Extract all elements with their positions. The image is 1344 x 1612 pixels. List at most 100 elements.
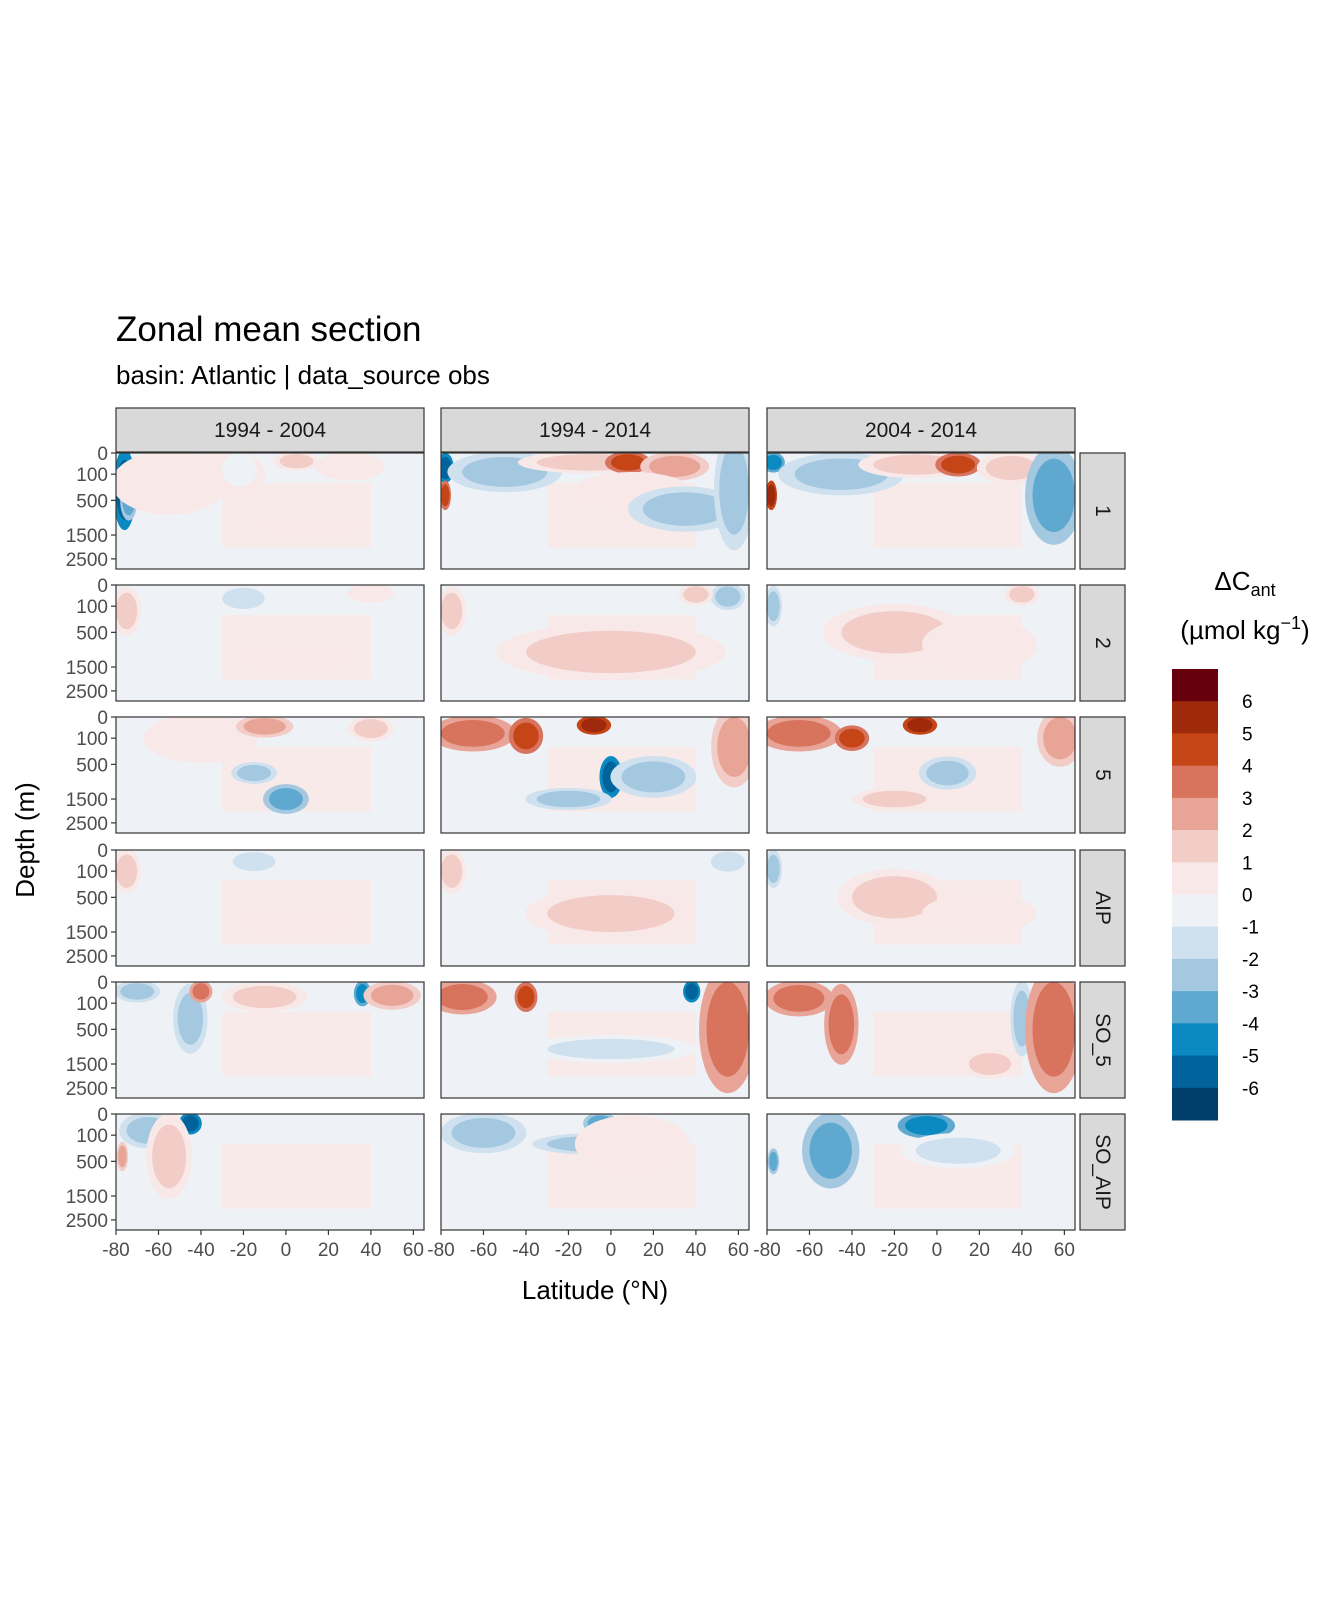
- legend-title-main: ΔC: [1214, 566, 1250, 596]
- column-strip-bg: [115, 407, 425, 453]
- y-tick-label: 0: [97, 444, 108, 465]
- facet-panel: [440, 452, 750, 570]
- row-strip-bg: [1079, 1113, 1126, 1231]
- anomaly-cell: [451, 1117, 516, 1148]
- anomaly-cell: [1032, 982, 1075, 1077]
- legend-unit-superscript: −1: [1281, 613, 1302, 633]
- anomaly-cell: [706, 982, 749, 1077]
- y-tick-label: 0: [97, 576, 108, 597]
- anomaly-cell: [232, 852, 276, 872]
- panel-fill: [441, 717, 749, 833]
- legend-swatch: [1172, 1087, 1218, 1121]
- anomaly-cell: [254, 914, 340, 933]
- anomaly-cell: [767, 484, 776, 507]
- legend-label: -6: [1242, 1079, 1259, 1100]
- panel-border: [115, 452, 425, 570]
- anomaly-cell: [767, 720, 831, 747]
- panel-border: [115, 584, 425, 702]
- y-tick-label: 500: [76, 1152, 108, 1173]
- anomaly-cell: [767, 591, 780, 622]
- anomaly-cell: [642, 492, 728, 526]
- panel-border: [766, 716, 1076, 834]
- row-strip: SO_AIP: [1079, 1113, 1126, 1231]
- row-strip-bg: [1079, 981, 1126, 1099]
- color-legend: ΔCant (µmol kg−1) 6 5 4 3 2 1 0 -1 -2 -3 -4 -5 -6: [1172, 566, 1310, 1121]
- anomaly-cell: [621, 761, 686, 793]
- x-tick-label: -20: [230, 1240, 257, 1261]
- panel-fill: [767, 1114, 1075, 1230]
- anomaly-cell: [264, 521, 350, 531]
- legend-swatch: [1172, 926, 1218, 960]
- panel-border: [440, 584, 750, 702]
- anomaly-cell: [717, 717, 749, 777]
- anomaly-cell: [536, 790, 601, 808]
- column-strip-label: 1994 - 2014: [539, 419, 651, 442]
- panel-fill: [441, 585, 749, 701]
- anomaly-cell: [589, 1122, 675, 1166]
- anomaly-cell: [851, 876, 937, 919]
- panel-border: [766, 981, 1076, 1099]
- legend-swatch: [1172, 1055, 1218, 1089]
- row-strip-label: SO_AIP: [1091, 1134, 1114, 1210]
- column-strip-bg: [440, 407, 750, 453]
- x-tick-label: 0: [606, 1240, 617, 1261]
- panel-fill: [116, 982, 424, 1098]
- anomaly-cell: [279, 454, 314, 469]
- y-tick-label: 2500: [66, 1079, 108, 1100]
- anomaly-cell: [719, 453, 749, 535]
- panel-fill: [116, 850, 424, 966]
- x-tick-label: 60: [728, 1240, 749, 1261]
- facet-panel: [440, 716, 750, 834]
- column-strip: 1994 - 2004: [115, 407, 425, 453]
- row-strip-bg: [1079, 452, 1126, 570]
- anomaly-cell: [324, 455, 376, 477]
- anomaly-cell: [907, 718, 933, 733]
- anomaly-cell: [513, 722, 539, 750]
- legend-unit-close: ): [1301, 615, 1310, 645]
- panel-border: [115, 716, 425, 834]
- anomaly-cell: [441, 854, 463, 888]
- panel-border: [766, 452, 1076, 570]
- legend-label: 1: [1242, 853, 1253, 874]
- anomaly-cell: [353, 586, 388, 601]
- panel-fill: [116, 453, 424, 569]
- anomaly-cell: [685, 983, 699, 1000]
- anomaly-cell: [441, 984, 488, 1010]
- legend-title: ΔCant: [1214, 566, 1275, 600]
- legend-swatch: [1172, 669, 1218, 702]
- anomaly-cell: [839, 728, 865, 748]
- legend-label: 5: [1242, 724, 1253, 745]
- y-tick-label: 2500: [66, 947, 108, 968]
- legend-label: -3: [1242, 982, 1259, 1003]
- anomaly-cell: [192, 983, 210, 1000]
- x-axis-title: Latitude (°N): [522, 1275, 668, 1305]
- y-tick-label: 1500: [66, 923, 108, 944]
- y-tick-label: 0: [97, 973, 108, 994]
- anomaly-cell: [809, 1122, 852, 1179]
- x-tick-label: 0: [281, 1240, 292, 1261]
- x-tick-label: -40: [838, 1240, 865, 1261]
- panel-fill: [767, 717, 1075, 833]
- x-tick-label: -20: [555, 1240, 582, 1261]
- row-strip: SO_5: [1079, 981, 1126, 1099]
- y-tick-label: 1500: [66, 790, 108, 811]
- legend-label: -4: [1242, 1014, 1259, 1035]
- anomaly-cell: [441, 484, 450, 507]
- anomaly-cell: [941, 455, 976, 474]
- legend-swatch: [1172, 701, 1218, 734]
- panel-fill: [441, 453, 749, 569]
- y-tick-label: 2500: [66, 814, 108, 835]
- x-tick-label: -40: [187, 1240, 214, 1261]
- anomaly-cell: [767, 454, 782, 470]
- anomaly-wash: [222, 1143, 371, 1209]
- panel-border: [440, 1113, 750, 1231]
- column-strip: 1994 - 2014: [440, 407, 750, 453]
- legend-swatch: [1172, 733, 1218, 767]
- x-tick-label: 0: [932, 1240, 943, 1261]
- anomaly-cell: [441, 592, 463, 630]
- y-tick-label: 1500: [66, 658, 108, 679]
- legend-label: -2: [1242, 950, 1259, 971]
- legend-label: -5: [1242, 1047, 1259, 1068]
